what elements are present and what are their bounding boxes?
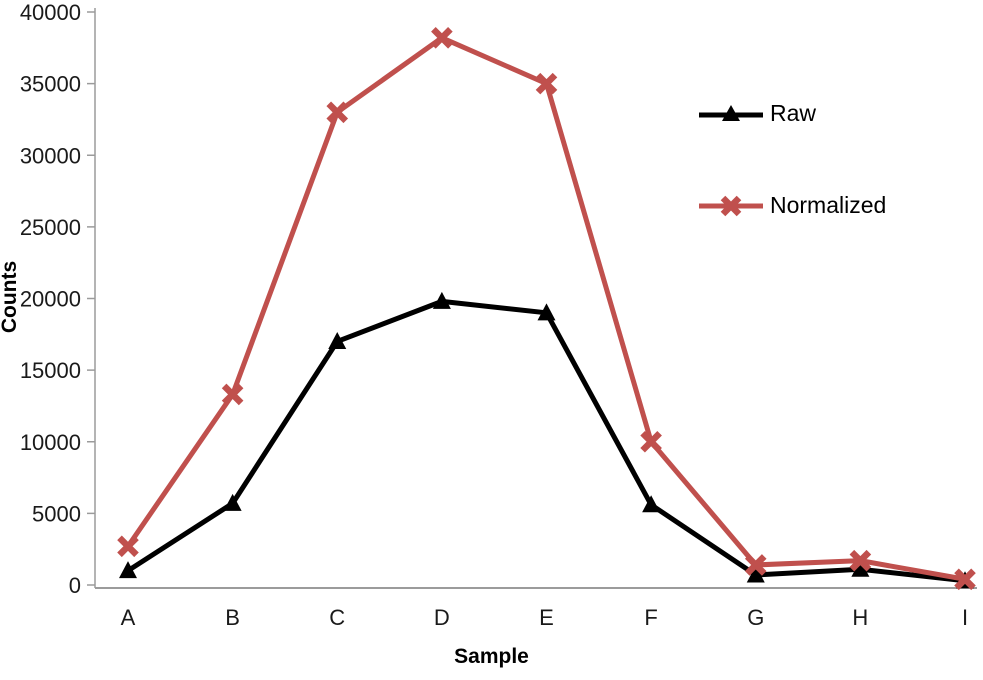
svg-text:B: B [225,605,240,630]
triangle-marker-icon [699,104,763,121]
y-axis-title: Counts [0,260,21,334]
svg-text:5000: 5000 [32,501,81,526]
svg-text:35000: 35000 [20,72,81,97]
legend-item-normalized: Normalized [696,192,886,219]
svg-text:C: C [329,605,345,630]
x-marker-icon [699,195,763,216]
svg-text:0: 0 [69,573,81,598]
svg-text:10000: 10000 [20,430,81,455]
svg-text:I: I [962,605,968,630]
svg-text:15000: 15000 [20,358,81,383]
svg-text:H: H [852,605,868,630]
svg-text:20000: 20000 [20,287,81,312]
svg-text:F: F [644,605,657,630]
svg-text:G: G [747,605,764,630]
legend-label-raw: Raw [770,100,817,126]
svg-text:40000: 40000 [20,0,81,25]
svg-text:E: E [539,605,554,630]
x-axis-title: Sample [454,645,529,668]
svg-text:D: D [434,605,450,630]
legend-label-normalized: Normalized [770,192,887,218]
svg-text:25000: 25000 [20,215,81,240]
svg-text:A: A [121,605,136,630]
svg-text:30000: 30000 [20,143,81,168]
legend-item-raw: Raw [696,100,816,127]
